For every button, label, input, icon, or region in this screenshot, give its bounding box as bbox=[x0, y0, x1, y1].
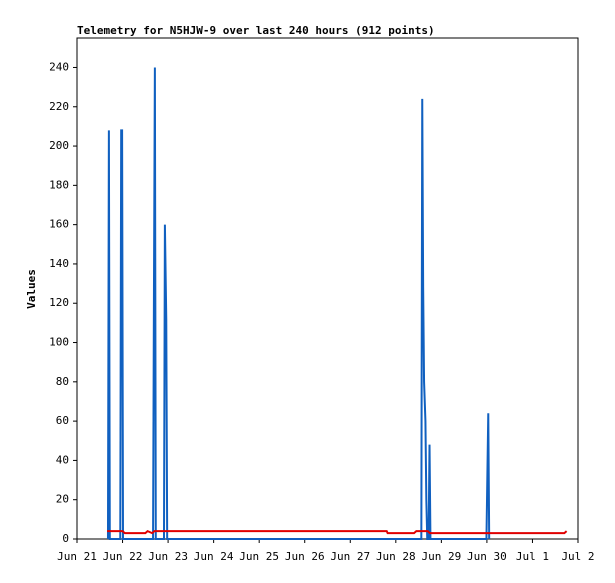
series-line bbox=[107, 529, 568, 535]
x-tick-label: Jul 1 bbox=[516, 550, 549, 563]
x-tick-label: Jun 22 bbox=[103, 550, 143, 563]
y-axis-label: Values bbox=[25, 269, 38, 309]
x-tick-label: Jun 26 bbox=[285, 550, 325, 563]
y-tick-label: 220 bbox=[49, 100, 69, 113]
y-tick-label: 180 bbox=[49, 178, 69, 191]
y-tick-label: 140 bbox=[49, 257, 69, 270]
x-tick-label: Jun 28 bbox=[376, 550, 416, 563]
y-tick-label: 240 bbox=[49, 60, 69, 73]
plot-frame bbox=[76, 37, 579, 540]
y-tick-label: 20 bbox=[56, 493, 69, 506]
y-tick-label: 100 bbox=[49, 336, 69, 349]
x-tick-label: Jun 27 bbox=[330, 550, 370, 563]
x-tick-label: Jun 30 bbox=[467, 550, 507, 563]
x-tick-label: Jun 25 bbox=[239, 550, 279, 563]
x-tick-label: Jun 24 bbox=[194, 550, 234, 563]
y-tick-label: 80 bbox=[56, 375, 69, 388]
x-tick-label: Jul 2 bbox=[561, 550, 594, 563]
y-tick-label: 120 bbox=[49, 296, 69, 309]
x-tick-label: Jun 21 bbox=[57, 550, 97, 563]
y-tick-label: 200 bbox=[49, 139, 69, 152]
y-tick-label: 60 bbox=[56, 414, 69, 427]
x-tick-label: Jun 23 bbox=[148, 550, 188, 563]
series-line bbox=[106, 67, 491, 540]
chart-title: Telemetry for N5HJW-9 over last 240 hour… bbox=[77, 24, 435, 37]
y-tick-label: 0 bbox=[62, 532, 69, 545]
y-tick-label: 40 bbox=[56, 453, 69, 466]
y-tick-label: 160 bbox=[49, 218, 69, 231]
x-tick-label: Jun 29 bbox=[421, 550, 461, 563]
